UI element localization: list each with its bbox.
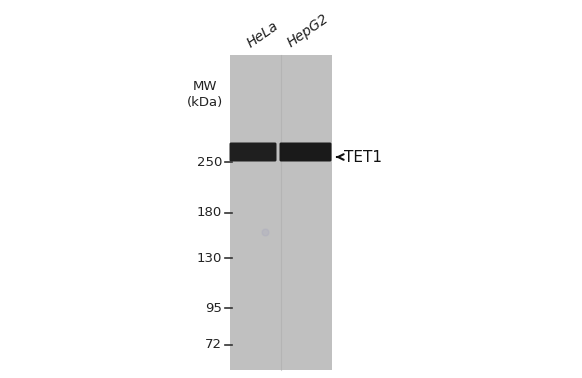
Text: HeLa: HeLa — [244, 19, 281, 50]
Text: MW
(kDa): MW (kDa) — [187, 80, 223, 109]
Bar — [230, 55, 332, 370]
Text: 180: 180 — [197, 206, 222, 220]
Text: TET1: TET1 — [344, 150, 382, 164]
Text: 250: 250 — [197, 155, 222, 169]
FancyBboxPatch shape — [229, 143, 276, 161]
Text: 130: 130 — [197, 251, 222, 265]
Text: 72: 72 — [205, 339, 222, 352]
Text: HepG2: HepG2 — [285, 11, 332, 50]
FancyBboxPatch shape — [279, 143, 332, 161]
Text: 95: 95 — [205, 302, 222, 314]
